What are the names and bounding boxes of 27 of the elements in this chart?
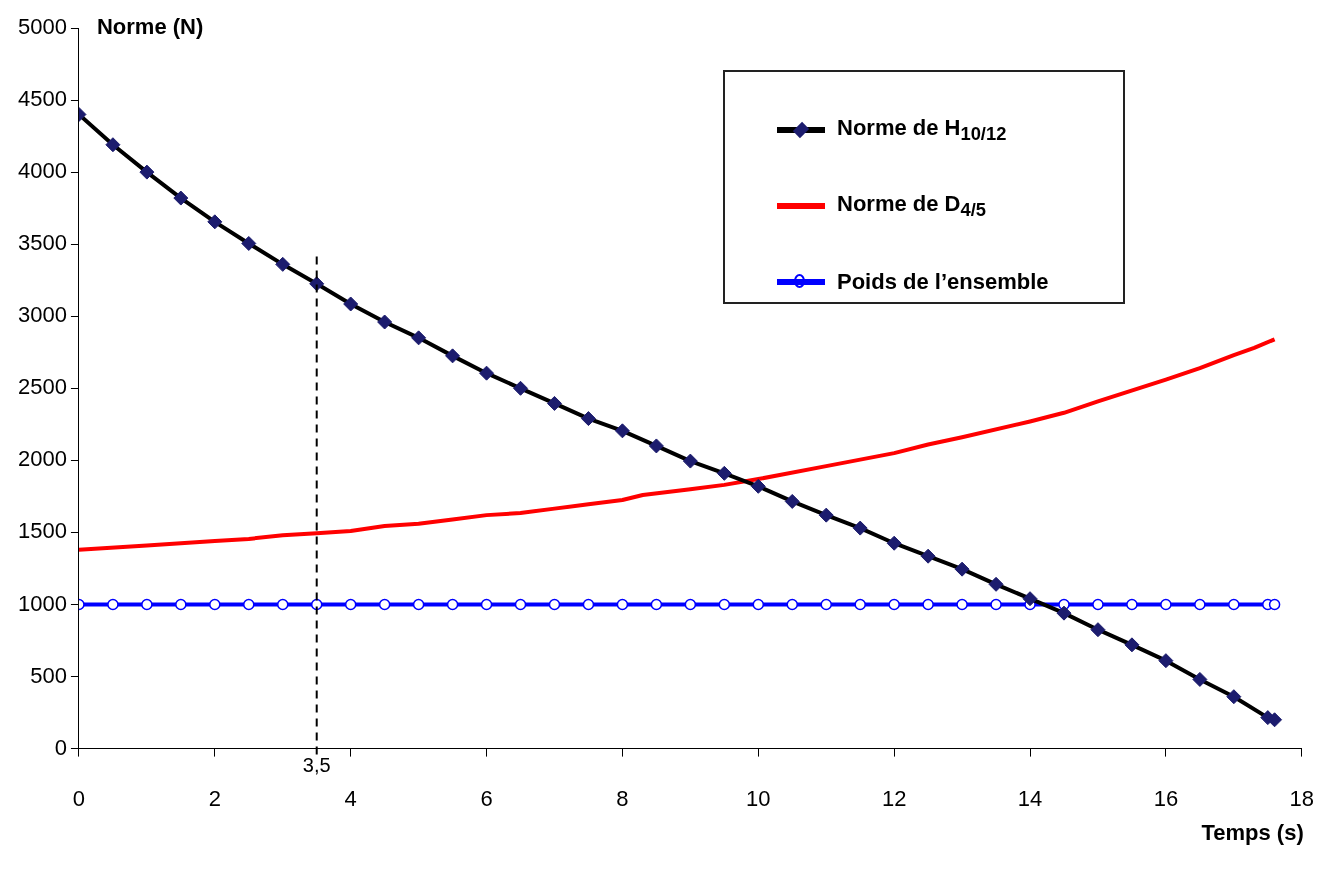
- legend-label: Norme de D$_{4/5}$: [837, 190, 986, 221]
- y-tick-label: 500: [30, 662, 67, 688]
- x-tick-label: 18: [1289, 785, 1315, 811]
- x-tick-label: 4: [344, 785, 357, 811]
- x-tick-label: 0: [72, 785, 86, 811]
- ref-line-label: 3,5: [302, 754, 331, 777]
- x-tick-label: 16: [1153, 785, 1179, 811]
- x-axis-title: Temps (s): [1201, 819, 1304, 845]
- y-axis-title: Norme (N): [96, 14, 204, 40]
- x-tick-label: 2: [208, 785, 221, 811]
- x-tick-label: 10: [746, 785, 771, 811]
- y-tick-label: 5000: [17, 14, 67, 40]
- y-tick-label: 4000: [17, 158, 67, 184]
- legend-label: Norme de H$_{10/12}$: [837, 114, 1007, 145]
- y-tick-label: 2500: [17, 374, 67, 400]
- x-tick-label: 6: [480, 785, 493, 811]
- y-tick-label: 3000: [17, 302, 67, 328]
- legend-label: Poids de l’ensemble: [837, 269, 1049, 294]
- x-tick-label: 12: [881, 785, 907, 811]
- y-tick-label: 1000: [17, 590, 67, 616]
- y-tick-label: 0: [54, 734, 67, 760]
- y-tick-label: 3500: [17, 230, 67, 256]
- x-tick-label: 14: [1017, 785, 1043, 811]
- y-tick-label: 4500: [17, 86, 67, 112]
- y-tick-label: 1500: [17, 518, 67, 544]
- y-tick-label: 2000: [17, 446, 67, 472]
- x-tick-label: 8: [616, 785, 629, 811]
